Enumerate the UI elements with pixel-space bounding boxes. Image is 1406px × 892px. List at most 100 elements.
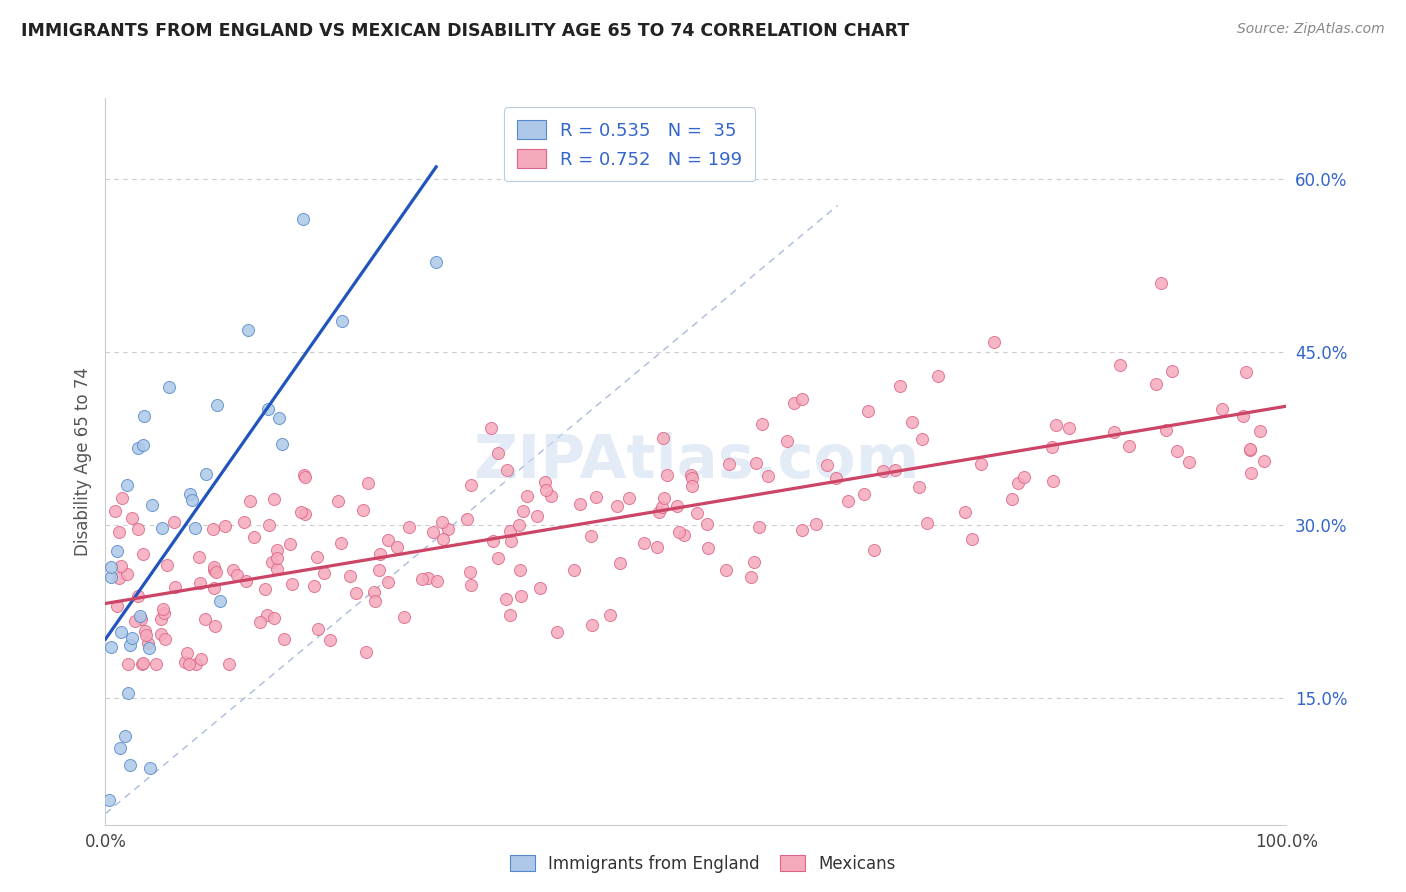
Point	[114, 729, 136, 743]
Point	[127, 589, 149, 603]
Point	[495, 592, 517, 607]
Point	[1150, 276, 1173, 290]
Point	[263, 611, 285, 625]
Point	[239, 494, 262, 508]
Point	[460, 478, 482, 492]
Point	[186, 657, 208, 671]
Point	[533, 475, 555, 490]
Point	[131, 657, 153, 671]
Point	[696, 517, 718, 532]
Point	[482, 534, 505, 549]
Point	[281, 577, 304, 591]
Point	[1239, 442, 1261, 457]
Point	[136, 636, 159, 650]
Point	[499, 533, 522, 548]
Point	[339, 568, 361, 582]
Point	[121, 632, 143, 646]
Point	[243, 530, 266, 544]
Point	[776, 434, 799, 449]
Point	[983, 335, 1005, 350]
Point	[124, 614, 146, 628]
Point	[645, 540, 668, 554]
Point	[256, 402, 278, 417]
Point	[953, 505, 976, 519]
Point	[153, 632, 176, 646]
Point	[714, 563, 737, 577]
Point	[1178, 455, 1201, 469]
Point	[748, 520, 770, 534]
Point	[194, 612, 217, 626]
Point	[901, 415, 924, 429]
Point	[179, 657, 201, 671]
Point	[486, 550, 509, 565]
Point	[633, 536, 655, 550]
Point	[221, 563, 243, 577]
Point	[718, 457, 741, 471]
Point	[516, 489, 538, 503]
Point	[1045, 417, 1067, 432]
Point	[180, 492, 202, 507]
Point	[214, 519, 236, 533]
Point	[330, 535, 353, 549]
Point	[105, 599, 128, 614]
Point	[686, 506, 709, 520]
Point	[236, 322, 259, 336]
Point	[152, 602, 174, 616]
Point	[927, 368, 949, 383]
Legend: Immigrants from England, Mexicans: Immigrants from England, Mexicans	[503, 848, 903, 880]
Point	[364, 593, 387, 607]
Point	[367, 563, 389, 577]
Point	[132, 657, 155, 671]
Point	[257, 517, 280, 532]
Point	[740, 570, 762, 584]
Point	[132, 438, 155, 452]
Point	[1040, 440, 1063, 454]
Point	[432, 532, 454, 546]
Point	[1154, 423, 1177, 437]
Point	[150, 612, 173, 626]
Text: ZIPAtlas.com: ZIPAtlas.com	[472, 432, 920, 491]
Text: Source: ZipAtlas.com: Source: ZipAtlas.com	[1237, 22, 1385, 37]
Point	[266, 562, 288, 576]
Point	[190, 576, 212, 591]
Point	[110, 624, 132, 639]
Point	[202, 581, 225, 595]
Point	[111, 491, 134, 505]
Point	[117, 657, 139, 671]
Point	[425, 255, 447, 269]
Point	[562, 563, 585, 577]
Point	[668, 525, 690, 540]
Point	[97, 793, 120, 807]
Point	[204, 618, 226, 632]
Point	[108, 525, 131, 540]
Point	[815, 458, 838, 473]
Point	[1012, 470, 1035, 484]
Point	[599, 607, 621, 622]
Point	[266, 550, 288, 565]
Point	[278, 537, 301, 551]
Point	[512, 504, 534, 518]
Point	[742, 555, 765, 569]
Point	[652, 491, 675, 505]
Point	[456, 512, 478, 526]
Point	[655, 468, 678, 483]
Point	[152, 606, 174, 620]
Point	[218, 657, 240, 671]
Point	[110, 559, 132, 574]
Point	[127, 441, 149, 455]
Point	[115, 567, 138, 582]
Point	[540, 489, 562, 503]
Point	[129, 611, 152, 625]
Point	[510, 589, 533, 603]
Point	[134, 624, 156, 639]
Point	[117, 477, 139, 491]
Point	[249, 615, 271, 629]
Point	[138, 641, 160, 656]
Point	[108, 740, 131, 755]
Point	[418, 571, 440, 585]
Point	[387, 540, 409, 554]
Point	[174, 656, 197, 670]
Point	[508, 518, 530, 533]
Point	[363, 584, 385, 599]
Point	[915, 516, 938, 531]
